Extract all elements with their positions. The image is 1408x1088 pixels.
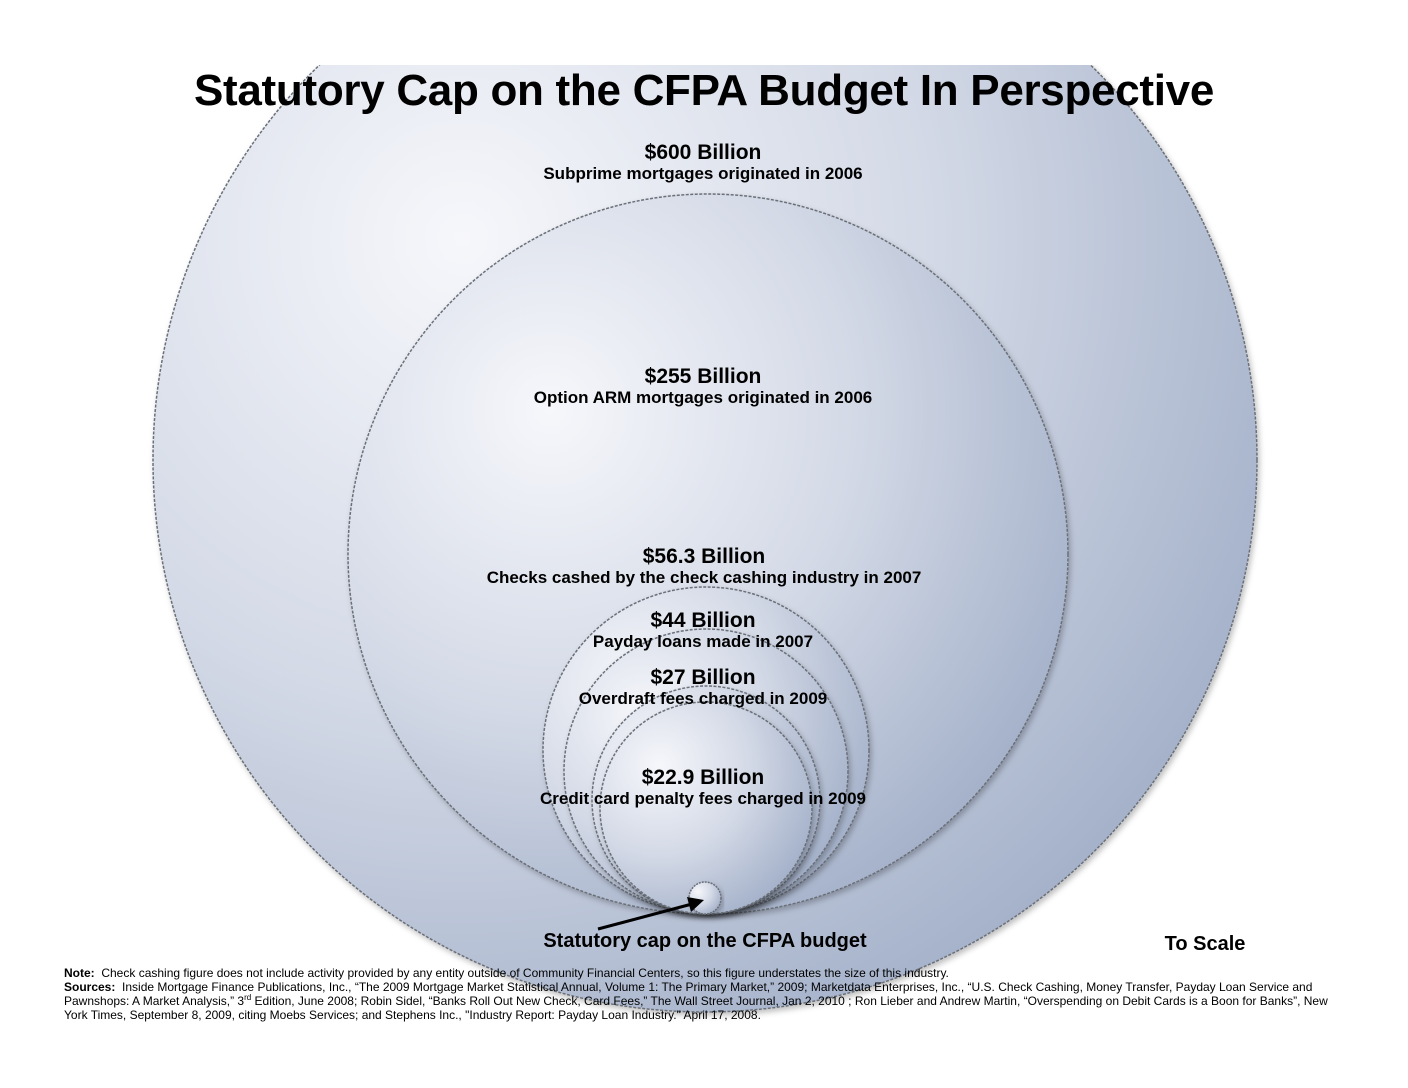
label-option-arm: $255 Billion Option ARM mortgages origin… [453,366,953,408]
desc-option-arm: Option ARM mortgages originated in 2006 [533,388,873,407]
label-overdraft-fees: $27 Billion Overdraft fees charged in 20… [503,667,903,709]
desc-checks-cashed: Checks cashed by the check cashing indus… [486,568,922,587]
note-text: Check cashing figure does not include ac… [101,966,949,980]
value-overdraft-fees: $27 Billion [650,666,756,689]
footnotes: Note: Check cashing figure does not incl… [64,966,1354,1022]
label-payday-loans: $44 Billion Payday loans made in 2007 [503,610,903,652]
label-credit-card-fees: $22.9 Billion Credit card penalty fees c… [453,767,953,809]
scale-label: To Scale [1164,933,1246,955]
value-checks-cashed: $56.3 Billion [642,545,766,568]
value-credit-card-fees: $22.9 Billion [641,766,765,789]
sources-label: Sources: [64,980,116,994]
desc-payday-loans: Payday loans made in 2007 [592,632,814,651]
sources-text-2: Edition, June 2008; Robin Sidel, “Banks … [64,994,1328,1022]
sources-text-1: Inside Mortgage Finance Publications, In… [64,980,1313,1008]
desc-overdraft-fees: Overdraft fees charged in 2009 [578,689,828,708]
value-subprime: $600 Billion [644,141,762,164]
note-label: Note: [64,966,95,980]
page-title: Statutory Cap on the CFPA Budget In Pers… [193,66,1215,115]
value-payday-loans: $44 Billion [650,609,756,632]
sources-sup: rd [244,993,252,1002]
cap-arrow [597,897,704,931]
value-option-arm: $255 Billion [644,365,762,388]
sources-line: Sources: Inside Mortgage Finance Publica… [64,980,1354,1022]
circle-credit-card-fees [599,701,813,915]
label-checks-cashed: $56.3 Billion Checks cashed by the check… [404,546,1004,588]
note-line: Note: Check cashing figure does not incl… [64,966,1354,980]
desc-credit-card-fees: Credit card penalty fees charged in 2009 [540,789,866,808]
desc-subprime: Subprime mortgages originated in 2006 [543,164,863,183]
label-subprime: $600 Billion Subprime mortgages originat… [453,142,953,184]
cap-label: Statutory cap on the CFPA budget [543,930,867,952]
